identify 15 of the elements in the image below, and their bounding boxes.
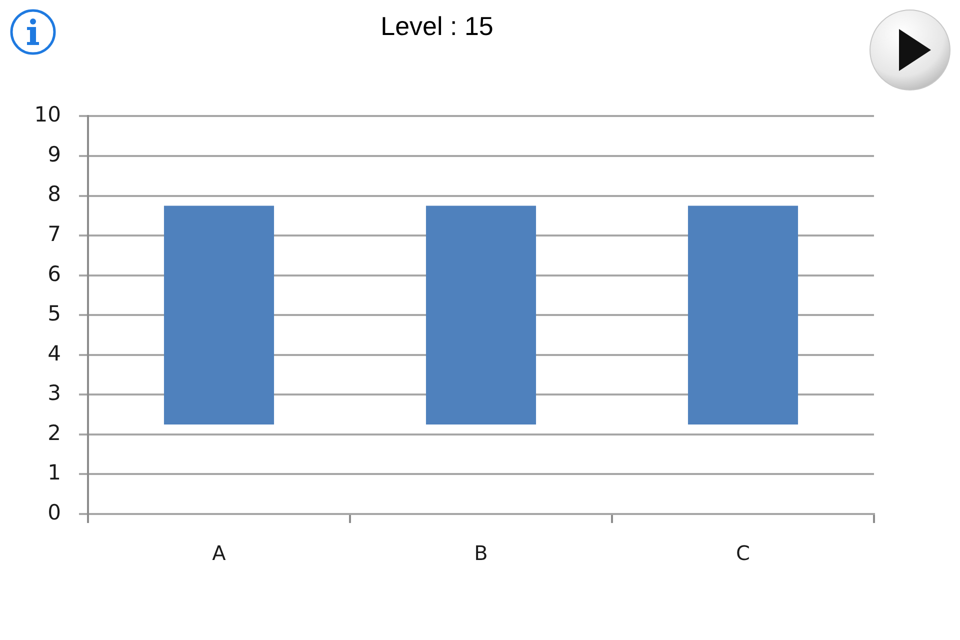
x-tick-label: A — [212, 541, 226, 566]
y-tick-label: 7 — [48, 222, 61, 246]
y-tick-label: 6 — [48, 262, 61, 286]
y-tick-label: 5 — [48, 302, 61, 326]
x-tick-label: B — [474, 541, 488, 566]
y-tick-label: 3 — [48, 381, 61, 406]
y-tick-label: 4 — [48, 341, 61, 366]
y-tick-label: 1 — [48, 460, 61, 485]
x-tick-label: C — [736, 541, 750, 566]
y-tick-label: 2 — [48, 420, 61, 445]
chart-title: Level : 15 — [380, 10, 494, 41]
y-tick-label: 10 — [34, 102, 61, 127]
y-tick-label: 9 — [48, 142, 61, 166]
y-tick-label: 8 — [48, 182, 61, 206]
y-tick-label: 0 — [48, 500, 61, 524]
